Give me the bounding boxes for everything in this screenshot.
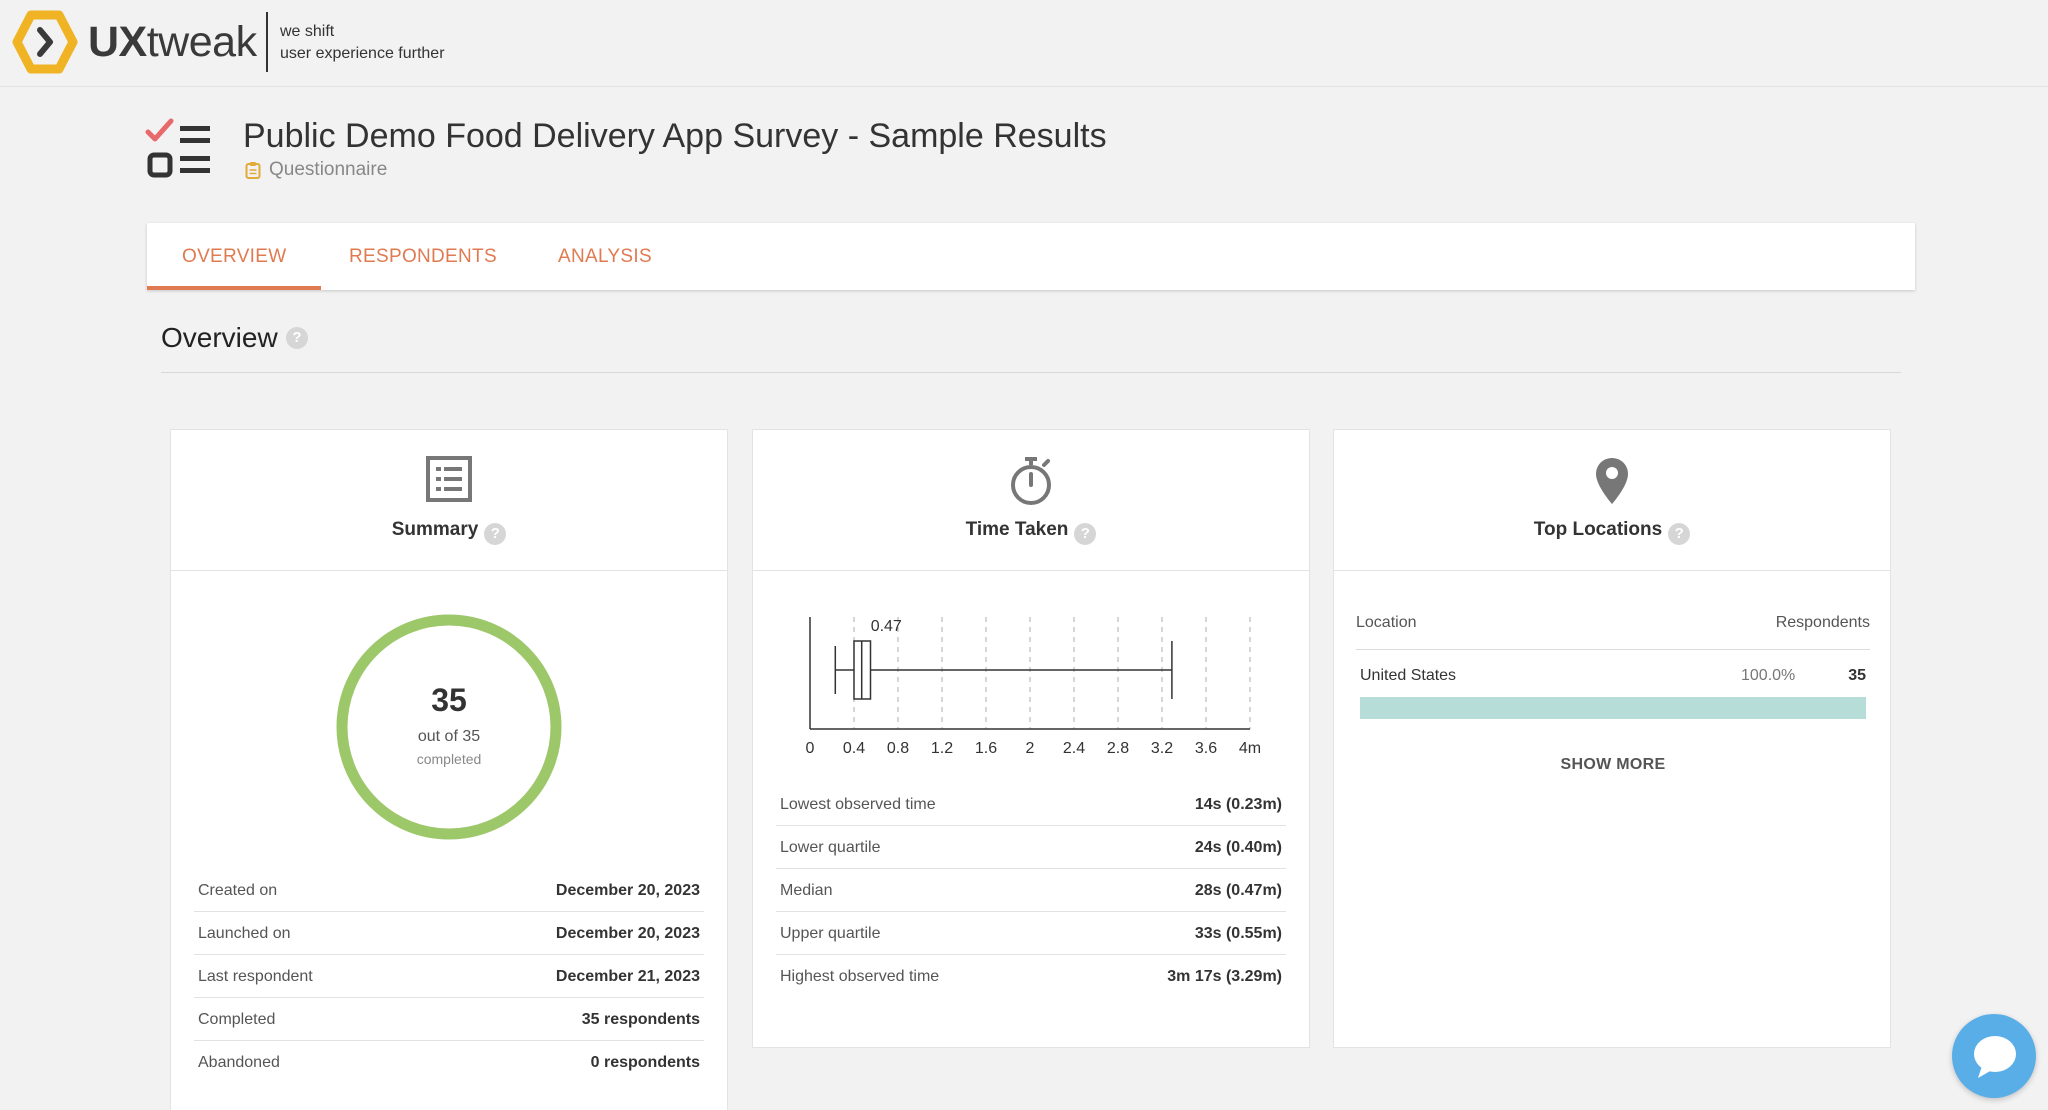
overview-help-icon[interactable]: ? xyxy=(286,327,308,349)
x-tick-label: 1.6 xyxy=(975,740,997,757)
summary-help-icon[interactable]: ? xyxy=(484,523,507,545)
completion-donut xyxy=(336,614,562,840)
x-tick-label: 0.8 xyxy=(887,740,909,757)
top-locations-card-header: Top Locations? xyxy=(1334,430,1890,571)
list-icon xyxy=(426,456,472,502)
time-row: Highest observed time 3m 17s (3.29m) xyxy=(780,968,1282,985)
time-row: Lowest observed time 14s (0.23m) xyxy=(776,783,1286,826)
time-row: Upper quartile 33s (0.55m) xyxy=(776,912,1286,955)
time-taken-help-icon[interactable]: ? xyxy=(1074,523,1097,545)
chat-bubble-icon xyxy=(1974,1036,2016,1078)
tab-analysis[interactable]: ANALYSIS xyxy=(558,246,652,267)
summary-row: Launched on December 20, 2023 xyxy=(194,912,704,955)
tab-bar: OVERVIEW RESPONDENTS ANALYSIS xyxy=(146,223,1915,290)
chat-button[interactable] xyxy=(1952,1014,2036,1098)
summary-row: Last respondent December 21, 2023 xyxy=(194,955,704,998)
x-tick-label: 3.6 xyxy=(1195,740,1217,757)
summary-row: Abandoned 0 respondents xyxy=(198,1054,700,1071)
page-title: Public Demo Food Delivery App Survey - S… xyxy=(243,117,1107,155)
time-taken-card-header: Time Taken? xyxy=(753,430,1309,571)
x-tick-label: 1.2 xyxy=(931,740,953,757)
time-taken-title: Time Taken? xyxy=(753,518,1309,545)
x-tick-label: 0.4 xyxy=(843,740,865,757)
completed-label: completed xyxy=(416,751,482,767)
tab-overview[interactable]: OVERVIEW xyxy=(146,223,323,290)
location-pin-icon xyxy=(1596,458,1628,504)
median-label: 0.47 xyxy=(871,618,902,635)
x-tick-label: 0 xyxy=(806,740,815,757)
page-subtitle: Questionnaire xyxy=(269,159,388,180)
questionnaire-icon xyxy=(145,118,210,178)
top-bar: UXtweak we shift user experience further xyxy=(0,0,2048,87)
brand-tagline: we shift user experience further xyxy=(280,23,445,62)
x-tick-label: 4m xyxy=(1239,740,1261,757)
clipboard-icon xyxy=(245,162,261,179)
summary-row: Completed 35 respondents xyxy=(194,998,704,1041)
summary-title: Summary? xyxy=(171,518,727,545)
summary-row: Created on December 20, 2023 xyxy=(194,869,704,912)
time-taken-boxplot: 0 0.4 0.8 1.2 1.6 2 2.4 2.8 3.2 3.6 4m 0.47 xyxy=(806,617,1261,757)
time-row: Lower quartile 24s (0.40m) xyxy=(776,826,1286,869)
summary-card: Summary? xyxy=(170,429,728,1110)
brand-name[interactable]: UXtweak xyxy=(88,18,257,66)
x-tick-label: 2.4 xyxy=(1063,740,1085,757)
column-respondents: Respondents xyxy=(1775,614,1870,631)
location-bar xyxy=(1360,697,1866,719)
column-location: Location xyxy=(1356,614,1417,631)
time-row: Median 28s (0.47m) xyxy=(776,869,1286,912)
time-taken-card: Time Taken? xyxy=(752,429,1310,1048)
x-tick-label: 3.2 xyxy=(1151,740,1173,757)
locations-table-header: Location Respondents xyxy=(1356,608,1870,650)
section-divider xyxy=(161,372,1901,373)
location-count: 35 xyxy=(1848,667,1866,684)
top-locations-help-icon[interactable]: ? xyxy=(1668,523,1691,545)
summary-card-header: Summary? xyxy=(171,430,727,571)
x-tick-label: 2.8 xyxy=(1107,740,1129,757)
section-title: Overview xyxy=(161,322,278,353)
top-locations-card: Top Locations? xyxy=(1333,429,1891,1048)
completed-count: 35 xyxy=(431,682,467,718)
brand-divider xyxy=(266,12,268,72)
stopwatch-icon xyxy=(1011,457,1051,505)
uxtweak-logo-icon[interactable] xyxy=(12,10,78,74)
tab-respondents[interactable]: RESPONDENTS xyxy=(349,246,497,267)
top-locations-title: Top Locations? xyxy=(1334,518,1890,545)
x-tick-label: 2 xyxy=(1026,740,1035,757)
location-percent: 100.0% xyxy=(1741,667,1796,684)
location-name: United States xyxy=(1360,667,1457,684)
show-more-button[interactable]: SHOW MORE xyxy=(1560,756,1666,773)
completed-total: out of 35 xyxy=(417,728,481,745)
